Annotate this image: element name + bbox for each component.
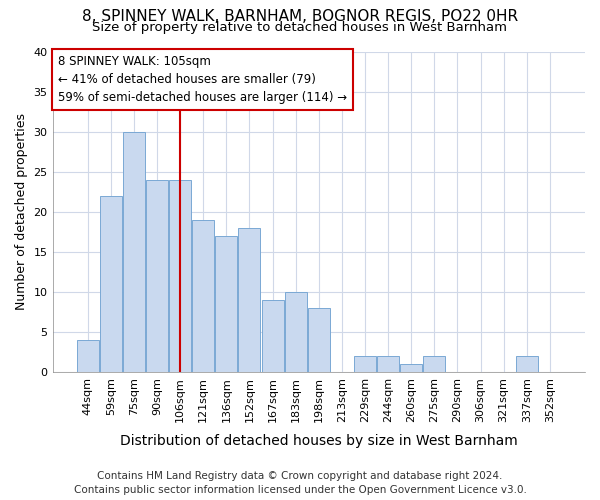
Bar [354,356,376,372]
Bar [262,300,284,372]
Bar [238,228,260,372]
Bar [192,220,214,372]
Bar [284,292,307,372]
Y-axis label: Number of detached properties: Number of detached properties [15,114,28,310]
Bar [146,180,168,372]
Bar [516,356,538,372]
Bar [123,132,145,372]
Text: Contains HM Land Registry data © Crown copyright and database right 2024.
Contai: Contains HM Land Registry data © Crown c… [74,471,526,495]
X-axis label: Distribution of detached houses by size in West Barnham: Distribution of detached houses by size … [120,434,518,448]
Bar [377,356,399,372]
Bar [215,236,238,372]
Bar [77,340,98,372]
Text: 8, SPINNEY WALK, BARNHAM, BOGNOR REGIS, PO22 0HR: 8, SPINNEY WALK, BARNHAM, BOGNOR REGIS, … [82,9,518,24]
Bar [308,308,330,372]
Text: Size of property relative to detached houses in West Barnham: Size of property relative to detached ho… [92,22,508,35]
Bar [100,196,122,372]
Bar [424,356,445,372]
Bar [400,364,422,372]
Bar [169,180,191,372]
Text: 8 SPINNEY WALK: 105sqm
← 41% of detached houses are smaller (79)
59% of semi-det: 8 SPINNEY WALK: 105sqm ← 41% of detached… [58,54,347,104]
